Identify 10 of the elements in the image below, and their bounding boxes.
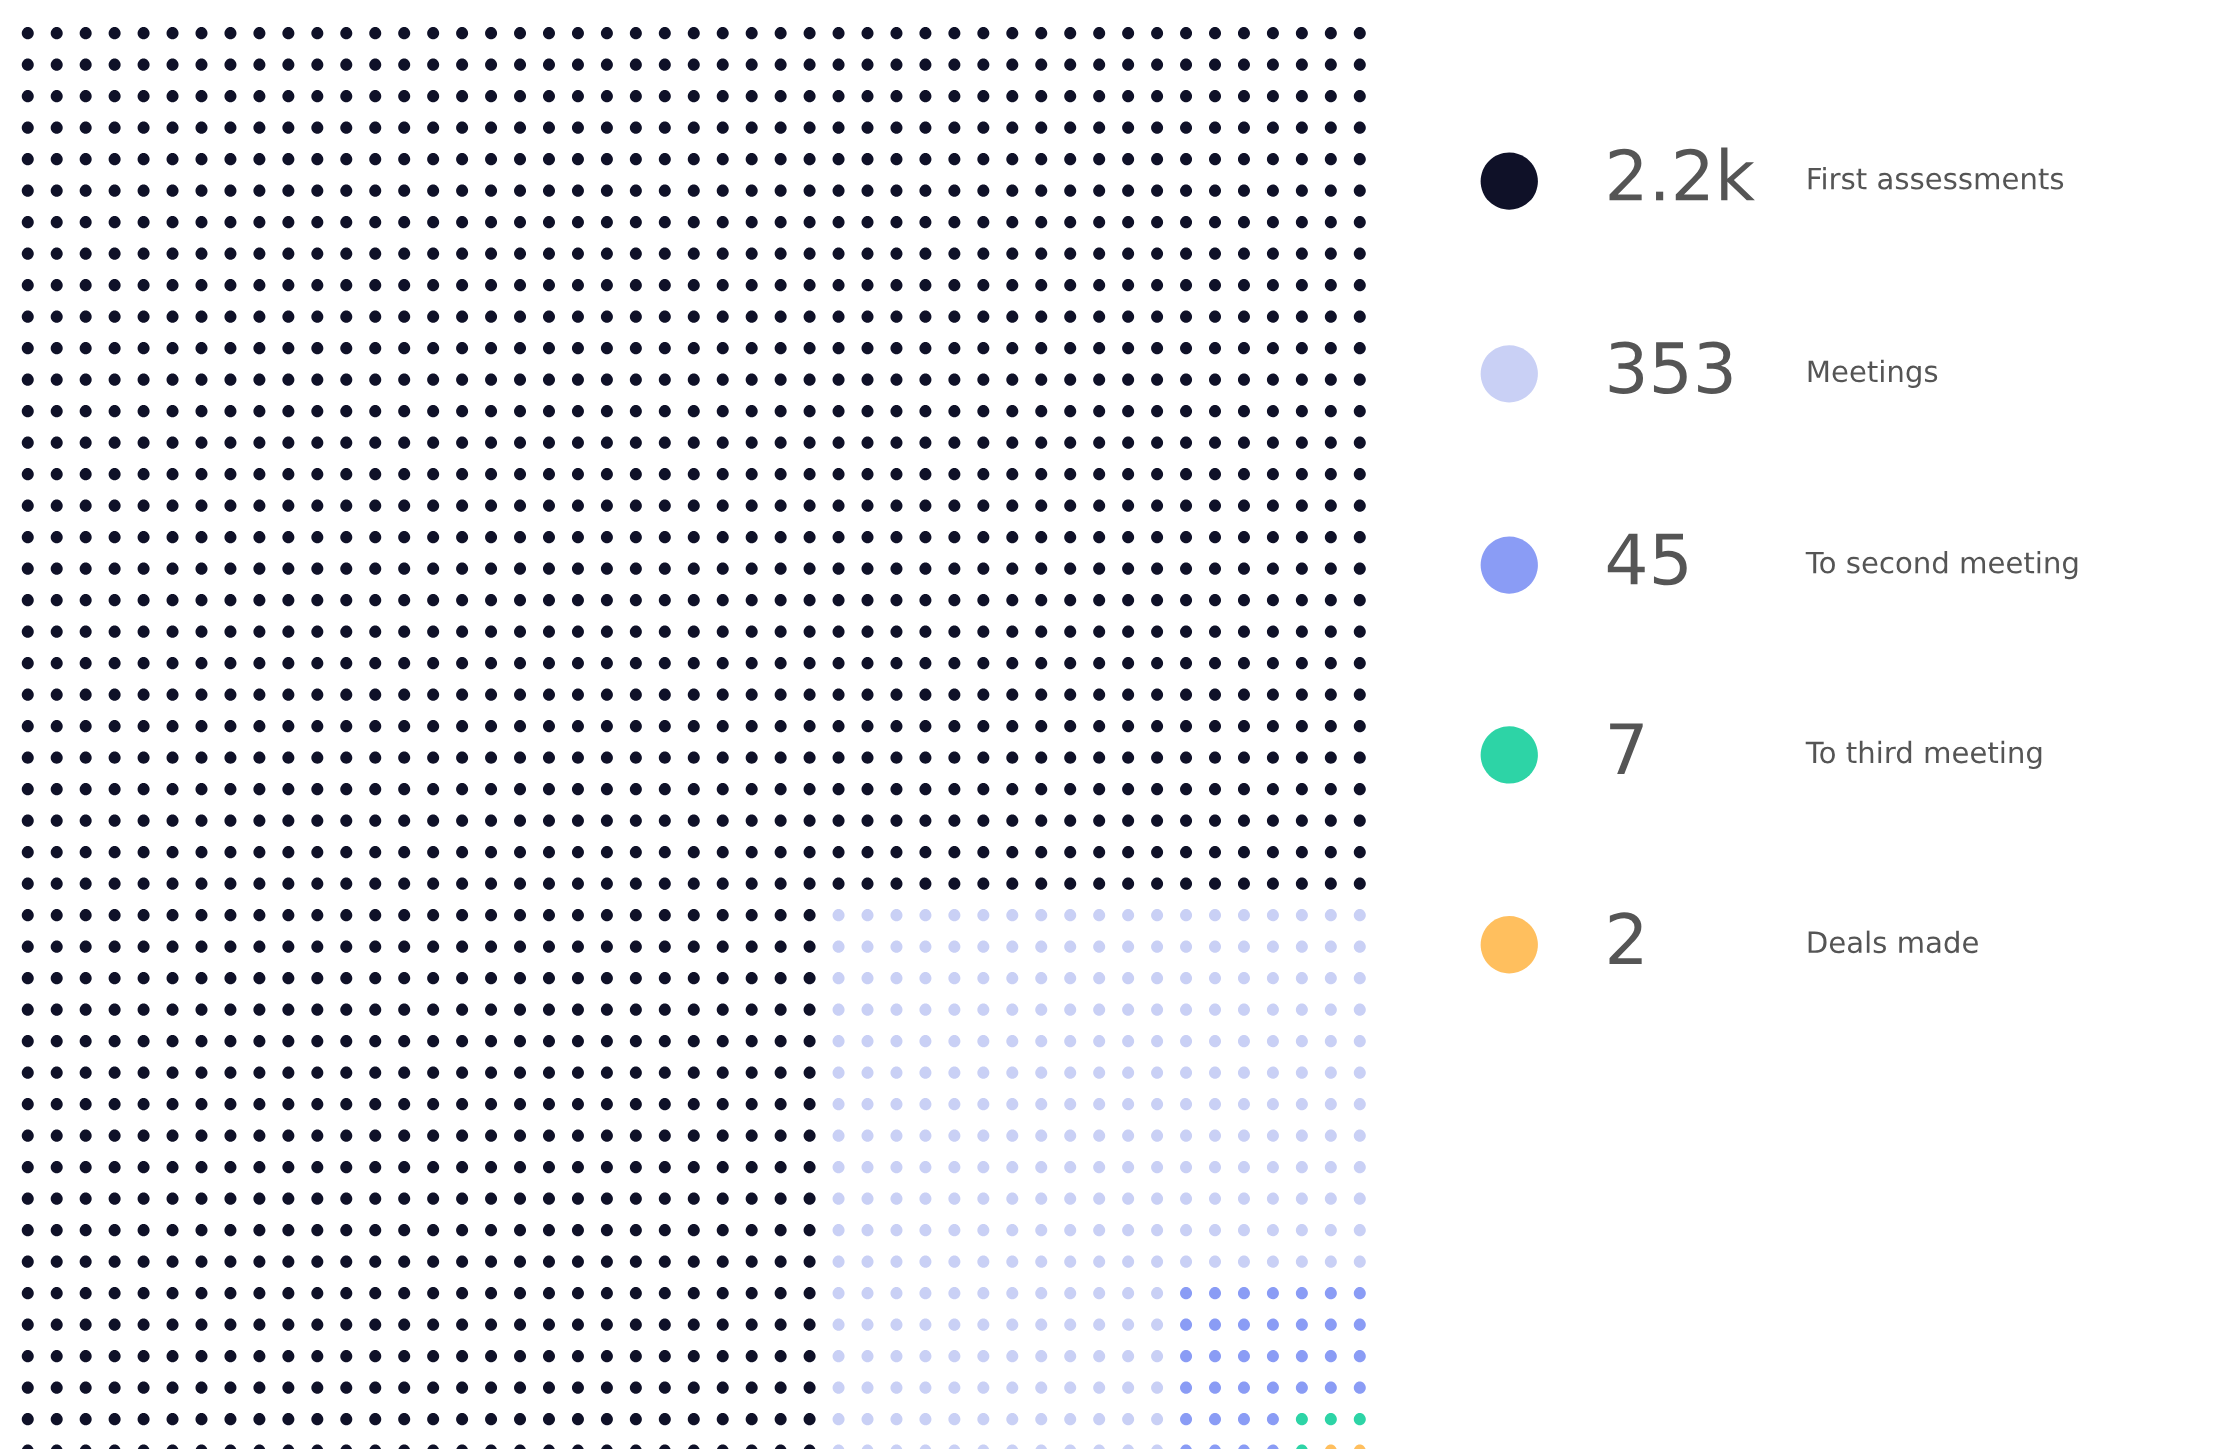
category-label: Meetings: [1808, 359, 1938, 388]
data-label: 45: [1607, 533, 1687, 586]
data-label: 7: [1610, 723, 1643, 775]
data-label: 2.2k: [1609, 147, 1755, 201]
category-label: To third meeting: [1805, 740, 2042, 770]
data-label: 2: [1609, 912, 1642, 964]
category-label: Deals made: [1808, 930, 1978, 954]
category-label: To second meeting: [1805, 551, 2078, 580]
data-label: 353: [1609, 341, 1732, 394]
category-label: First assessments: [1808, 167, 2064, 190]
